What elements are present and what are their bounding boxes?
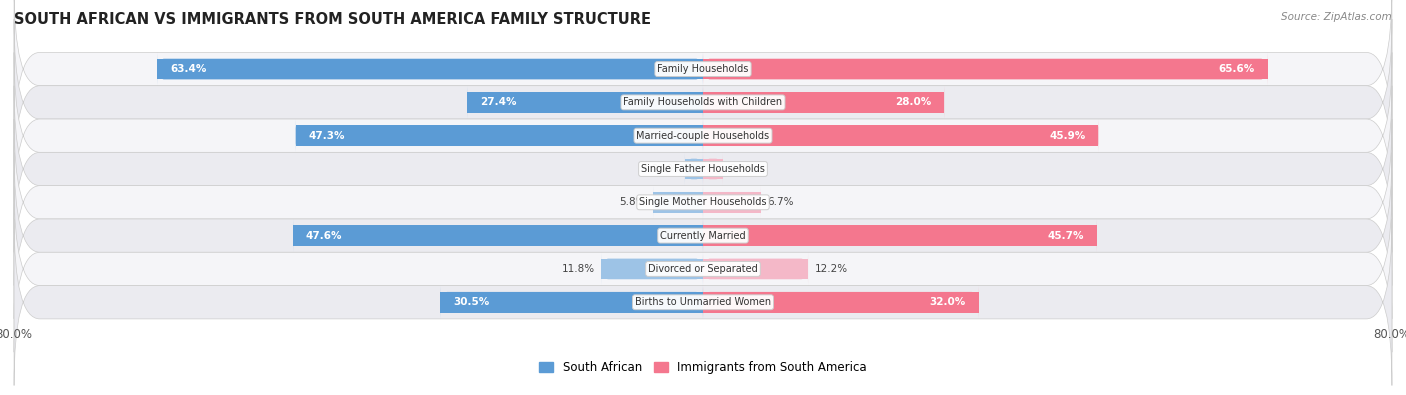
FancyBboxPatch shape	[652, 186, 703, 218]
Text: 28.0%: 28.0%	[896, 97, 931, 107]
FancyBboxPatch shape	[703, 253, 808, 285]
Text: 65.6%: 65.6%	[1219, 64, 1256, 74]
FancyBboxPatch shape	[292, 219, 703, 252]
Bar	[703, 159, 723, 179]
FancyBboxPatch shape	[295, 119, 703, 152]
Bar	[467, 92, 703, 113]
Text: Currently Married: Currently Married	[661, 231, 745, 241]
FancyBboxPatch shape	[14, 219, 1392, 386]
Text: Family Households: Family Households	[658, 64, 748, 74]
FancyBboxPatch shape	[703, 286, 979, 319]
Text: 5.8%: 5.8%	[620, 198, 647, 207]
Bar	[652, 192, 703, 213]
Bar	[440, 292, 703, 312]
Text: Source: ZipAtlas.com: Source: ZipAtlas.com	[1281, 12, 1392, 22]
FancyBboxPatch shape	[703, 53, 1268, 85]
Text: Married-couple Households: Married-couple Households	[637, 131, 769, 141]
Bar	[703, 259, 808, 279]
FancyBboxPatch shape	[14, 119, 1392, 286]
Text: 47.3%: 47.3%	[308, 131, 344, 141]
FancyBboxPatch shape	[14, 19, 1392, 186]
FancyBboxPatch shape	[14, 86, 1392, 252]
Bar	[703, 59, 1268, 79]
Bar	[703, 292, 979, 312]
Text: 27.4%: 27.4%	[479, 97, 516, 107]
Text: Divorced or Separated: Divorced or Separated	[648, 264, 758, 274]
Text: 63.4%: 63.4%	[170, 64, 207, 74]
Text: Births to Unmarried Women: Births to Unmarried Women	[636, 297, 770, 307]
Bar	[292, 225, 703, 246]
Text: 6.7%: 6.7%	[768, 198, 794, 207]
FancyBboxPatch shape	[685, 153, 703, 185]
FancyBboxPatch shape	[703, 219, 1097, 252]
Bar	[703, 225, 1097, 246]
Bar	[703, 92, 945, 113]
Text: 30.5%: 30.5%	[453, 297, 489, 307]
Bar	[295, 125, 703, 146]
Text: 12.2%: 12.2%	[815, 264, 848, 274]
Text: SOUTH AFRICAN VS IMMIGRANTS FROM SOUTH AMERICA FAMILY STRUCTURE: SOUTH AFRICAN VS IMMIGRANTS FROM SOUTH A…	[14, 12, 651, 27]
Bar	[602, 259, 703, 279]
Text: 45.9%: 45.9%	[1049, 131, 1085, 141]
Text: 2.1%: 2.1%	[651, 164, 678, 174]
Text: 11.8%: 11.8%	[561, 264, 595, 274]
Text: 45.7%: 45.7%	[1047, 231, 1084, 241]
Bar	[703, 125, 1098, 146]
Text: 2.3%: 2.3%	[730, 164, 756, 174]
FancyBboxPatch shape	[14, 53, 1392, 219]
Text: Single Mother Households: Single Mother Households	[640, 198, 766, 207]
FancyBboxPatch shape	[14, 0, 1392, 152]
FancyBboxPatch shape	[467, 86, 703, 118]
Bar	[157, 59, 703, 79]
Text: 32.0%: 32.0%	[929, 297, 966, 307]
FancyBboxPatch shape	[703, 119, 1098, 152]
FancyBboxPatch shape	[157, 53, 703, 85]
Text: Family Households with Children: Family Households with Children	[623, 97, 783, 107]
FancyBboxPatch shape	[14, 186, 1392, 352]
FancyBboxPatch shape	[440, 286, 703, 319]
FancyBboxPatch shape	[703, 186, 761, 218]
Text: Single Father Households: Single Father Households	[641, 164, 765, 174]
Bar	[685, 159, 703, 179]
FancyBboxPatch shape	[703, 153, 723, 185]
Bar	[703, 192, 761, 213]
Legend: South African, Immigrants from South America: South African, Immigrants from South Ame…	[534, 356, 872, 379]
FancyBboxPatch shape	[602, 253, 703, 285]
FancyBboxPatch shape	[703, 86, 945, 118]
Text: 47.6%: 47.6%	[307, 231, 343, 241]
FancyBboxPatch shape	[14, 152, 1392, 319]
